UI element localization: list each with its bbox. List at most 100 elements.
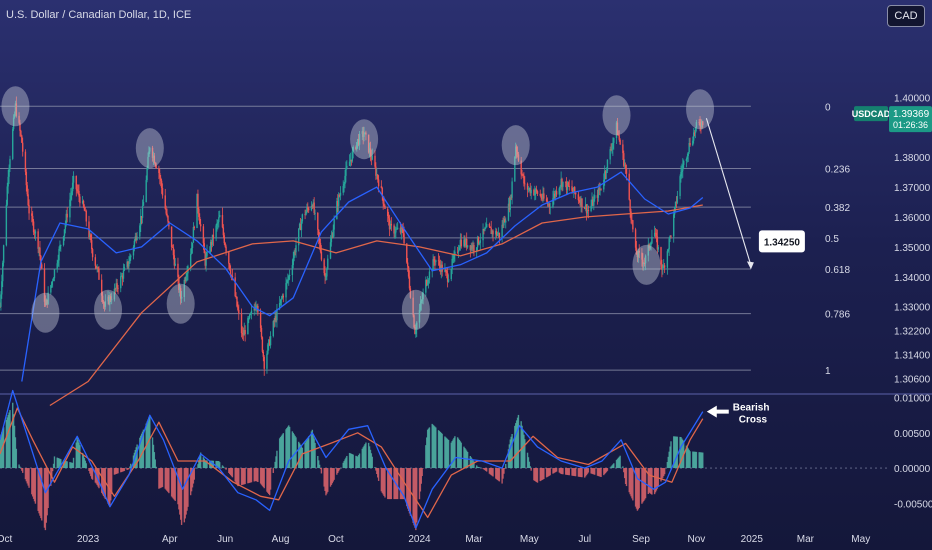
histogram-bar [679,436,681,469]
histogram-bar [300,446,303,469]
candle-body [508,203,511,210]
histogram-bar [694,451,697,469]
histogram-bar [15,448,18,469]
histogram-bar [611,465,613,469]
candle [666,249,669,275]
histogram-bar [219,462,221,469]
candle-body [517,154,520,161]
candle [342,180,344,196]
candle [103,301,106,312]
histogram-bar [687,448,689,469]
candle-body [237,306,239,310]
candle [250,304,253,320]
candle-body [529,187,531,194]
candle [387,206,389,223]
candle-body [177,263,179,277]
histogram-bar [520,421,522,469]
histogram-bar [362,447,364,469]
candle-body [670,235,672,237]
candle [479,233,482,251]
histogram-bar [79,445,81,469]
histogram-bar [343,461,345,469]
candle-body [104,301,107,307]
histogram-bar [317,455,319,469]
candle-body [503,219,505,226]
candle-body [604,171,606,180]
histogram-bar [535,468,537,482]
candle-body [12,129,14,159]
histogram-bar [77,439,79,469]
candle-body [407,266,410,277]
histogram-bar [625,468,628,487]
candle-body [543,193,545,199]
candle-body [498,232,501,238]
candle [56,259,58,273]
candle-body [679,176,681,197]
candle [26,181,28,197]
candle-body [599,188,601,191]
candle-body [69,199,71,218]
candle-body [34,231,37,234]
currency-button[interactable]: CAD [887,5,925,27]
histogram-bar [326,468,328,494]
candle [209,239,212,255]
histogram-bar [586,468,589,474]
candle [485,222,487,230]
histogram-bar [655,468,658,491]
candle-body [542,193,544,199]
histogram-bar [636,468,639,511]
candle [495,227,497,240]
candle [567,181,570,187]
histogram-bar [612,464,614,469]
histogram-bar [190,468,193,492]
histogram-bar [680,437,682,469]
histogram-bar [435,427,437,469]
histogram-bar [82,455,85,469]
candle-body [202,226,205,244]
candle-body [45,299,48,306]
candle-body [96,267,98,269]
histogram-bar [211,460,214,469]
candle-body [217,221,219,224]
candle [71,175,74,196]
candle [60,244,62,252]
candle-body [358,133,361,145]
candle-body [377,179,380,187]
candle-body [613,138,615,143]
candle-body [25,171,28,186]
candle-body [634,229,637,248]
histogram-bar [695,451,698,469]
candle [44,295,47,307]
candle [294,247,296,256]
candle-body [687,152,689,156]
candle-body [248,317,250,319]
candle [406,258,409,272]
candle-body [215,225,217,239]
price-badge [889,106,932,133]
histogram-bar [130,463,132,469]
candle-body [77,190,79,192]
candle-body [300,221,303,231]
candle [515,142,517,159]
candle [592,196,594,207]
candle [179,283,181,297]
histogram-bar [661,468,663,480]
candle [229,263,231,271]
candle-body [375,166,377,176]
candle [609,146,611,165]
candle-body [406,243,408,263]
candle [419,296,422,312]
histogram-bar [470,457,472,469]
candle-body [274,316,276,322]
candle [526,182,529,198]
histogram-bar [377,468,379,478]
candle [568,179,571,191]
candle [611,142,613,154]
candle [192,222,195,243]
histogram-bar [562,468,564,475]
histogram-bar [459,441,462,469]
candle [31,211,34,226]
candle [343,182,345,193]
histogram-bar [191,468,194,488]
